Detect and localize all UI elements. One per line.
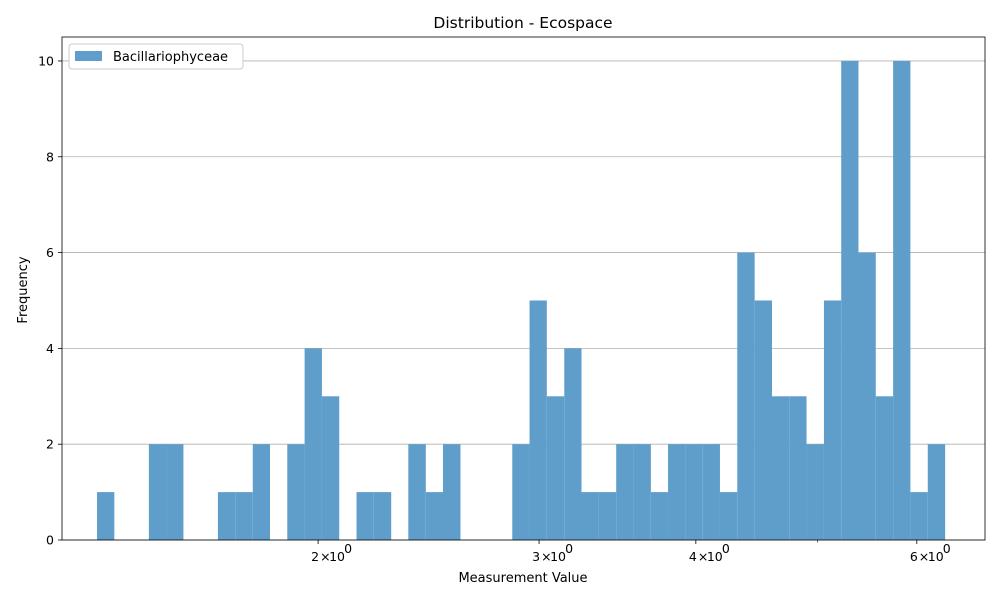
histogram-bar: [166, 444, 184, 540]
y-tick-label: 6: [46, 245, 54, 260]
histogram-bar: [841, 60, 859, 540]
histogram-bar: [598, 492, 617, 540]
histogram-bar: [737, 252, 755, 541]
x-tick-label-ten: 10: [550, 549, 566, 564]
histogram-bar: [287, 444, 305, 540]
x-tick-label: 2 ×100: [311, 541, 352, 564]
histogram-bar: [304, 348, 322, 540]
x-tick-label: 6 ×100: [910, 541, 951, 564]
y-tick-label: 2: [46, 437, 54, 452]
bars: [97, 60, 946, 541]
histogram-bar: [806, 444, 824, 540]
histogram-bar: [668, 444, 686, 540]
x-tick-label-exponent: 0: [565, 541, 573, 556]
chart-title: Distribution - Ecospace: [433, 14, 612, 32]
x-tick-label-base: 4: [689, 549, 697, 564]
histogram-bar: [148, 444, 167, 540]
histogram-bar: [754, 300, 773, 540]
histogram-bar: [823, 300, 842, 540]
y-axis-label: Frequency: [16, 256, 31, 323]
legend-label: Bacillariophyceae: [113, 50, 228, 65]
x-tick-label-exponent: 0: [722, 541, 730, 556]
x-tick-label-base: 3: [532, 549, 540, 564]
y-axis: 0 2 4 6 8 10: [38, 53, 62, 548]
x-tick-label: 4 ×100: [689, 541, 730, 564]
histogram-bar: [546, 396, 565, 540]
y-tick-label: 8: [46, 149, 54, 164]
x-tick-label-exponent: 0: [344, 541, 352, 556]
histogram-bar: [893, 60, 911, 540]
x-tick-label-times: ×: [541, 549, 551, 564]
legend-box: [68, 43, 244, 70]
histogram-bar: [217, 492, 236, 540]
histogram-bar: [789, 396, 807, 540]
histogram-bar: [356, 492, 374, 540]
histogram-bar: [442, 444, 461, 540]
histogram-bar: [425, 492, 443, 540]
legend: Bacillariophyceae: [68, 43, 244, 70]
histogram-bar: [927, 444, 946, 540]
histogram-bar: [408, 444, 426, 540]
plot-area-frame: [61, 36, 986, 541]
histogram-bar: [97, 492, 115, 540]
y-tick-label: 10: [38, 53, 54, 68]
x-tick-label-times: ×: [698, 549, 708, 564]
histogram-bar: [910, 492, 928, 540]
histogram-bar: [633, 444, 651, 540]
histogram-bar: [564, 348, 582, 540]
histogram-bar: [529, 300, 547, 540]
histogram-bar: [373, 492, 392, 540]
x-tick-label-base: 6: [910, 549, 918, 564]
x-tick-label: 3 ×100: [532, 541, 573, 564]
histogram-bar: [702, 444, 720, 540]
histogram-bar: [772, 396, 790, 540]
histogram-bar: [616, 444, 634, 540]
x-axis-label: Measurement Value: [458, 571, 587, 586]
x-tick-label-times: ×: [320, 549, 330, 564]
histogram-bar: [875, 396, 894, 540]
histogram-bar: [858, 252, 876, 541]
histogram-bar: [650, 492, 669, 540]
histogram-bar: [235, 492, 253, 540]
x-tick-label-ten: 10: [329, 549, 345, 564]
y-tick-label: 4: [46, 341, 54, 356]
x-tick-label-ten: 10: [707, 549, 723, 564]
x-tick-label-base: 2: [311, 549, 319, 564]
histogram-bar: [321, 396, 340, 540]
histogram-bar: [719, 492, 738, 540]
y-tick-label: 0: [46, 533, 54, 548]
legend-swatch: [75, 51, 102, 61]
histogram-bar: [252, 444, 271, 540]
histogram-bar: [685, 444, 703, 540]
x-tick-label-times: ×: [919, 549, 929, 564]
x-tick-label-exponent: 0: [943, 541, 951, 556]
histogram-bar: [512, 444, 530, 540]
x-tick-label-ten: 10: [928, 549, 944, 564]
histogram-bar: [581, 492, 599, 540]
